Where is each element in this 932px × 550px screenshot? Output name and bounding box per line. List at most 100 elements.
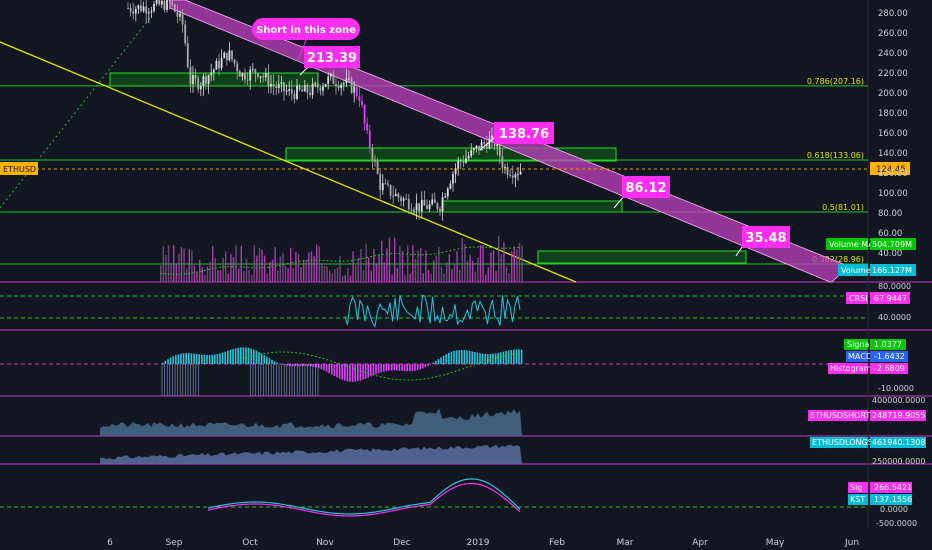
macd-bar — [276, 362, 278, 364]
candle-body — [459, 160, 462, 162]
macd-bar — [299, 364, 302, 367]
volume-bar — [292, 268, 294, 282]
macd-bar — [494, 353, 497, 364]
candle-body — [251, 69, 254, 71]
volume-bar — [404, 274, 406, 282]
candle-body — [452, 174, 454, 184]
volume-value-tag — [870, 264, 916, 276]
candle-body — [314, 83, 317, 85]
volume-bar — [453, 263, 456, 282]
macd-bar — [208, 355, 211, 364]
candle-body — [257, 73, 259, 77]
volume-bar — [464, 244, 466, 282]
crsi-tag — [846, 292, 868, 304]
macd-bar — [513, 349, 515, 364]
candle-body — [298, 85, 301, 90]
volume-bar — [290, 247, 292, 282]
macd-bar — [328, 364, 330, 374]
candle-body — [160, 0, 163, 5]
candle-body — [179, 13, 181, 17]
volume-bar — [401, 250, 404, 282]
macd-bar — [351, 364, 354, 382]
volume-bar — [355, 265, 357, 282]
volume-bar — [300, 267, 302, 282]
volume-bar — [485, 274, 487, 282]
volume-bar — [196, 272, 198, 282]
volume-bar — [474, 271, 476, 282]
candle-body — [475, 145, 478, 149]
macd-bar — [463, 350, 466, 364]
macd-bar — [403, 364, 406, 372]
candles — [127, 0, 522, 221]
macd-bar — [476, 352, 479, 364]
fib-label-4: 0.382(28.96) — [812, 255, 864, 264]
macd-bar — [448, 352, 450, 364]
crsi-tick-40: 40.0000 — [878, 313, 911, 322]
macd-bar — [260, 353, 263, 364]
price-tick: 160.00 — [878, 129, 908, 139]
macd-bar — [172, 356, 174, 364]
longs-area — [100, 444, 522, 464]
candle-body — [472, 148, 475, 151]
volume-bar — [287, 268, 289, 282]
candle-body — [137, 5, 140, 9]
candle-body — [402, 198, 405, 201]
volume-bar — [344, 275, 346, 282]
price-tick: 140.00 — [878, 149, 908, 159]
volume-bar — [258, 247, 261, 282]
callout-3: 86.12 — [613, 176, 670, 209]
candle-body — [303, 85, 306, 92]
volume-bar — [373, 248, 375, 282]
volume-bar — [212, 246, 214, 282]
volume-bar — [240, 245, 242, 282]
candle-body — [189, 67, 192, 85]
volume-bar — [508, 272, 510, 282]
macd-bar — [396, 364, 398, 371]
candle-body — [207, 75, 210, 84]
candle-body — [358, 96, 361, 102]
candle-body — [288, 89, 291, 91]
x-tick: May — [766, 538, 785, 548]
candle-body — [345, 78, 348, 84]
candle-body — [342, 83, 345, 85]
volume-bar — [472, 260, 474, 282]
macd-bar — [510, 349, 512, 364]
histogram-label: Histogram — [830, 364, 872, 373]
volume-bar — [326, 266, 328, 282]
volume-bar — [370, 270, 372, 282]
candle-body — [329, 73, 332, 77]
volume-bar — [204, 275, 206, 282]
macd-bar — [383, 364, 385, 372]
volume-bar — [362, 270, 365, 282]
macd-histogram — [161, 347, 523, 396]
macd-bar — [370, 364, 372, 377]
volume-bar — [284, 265, 287, 282]
candle-body — [171, 1, 174, 5]
volume-bar — [399, 245, 401, 282]
volume-bar — [256, 255, 258, 282]
macd-bar — [325, 364, 328, 372]
x-tick: 2019 — [467, 538, 490, 548]
candle-body — [418, 203, 421, 212]
macd-bar — [357, 364, 359, 382]
volume-bar — [420, 248, 422, 282]
macd-bar — [385, 364, 388, 372]
kst-tick-500: -500.0000 — [876, 519, 917, 528]
signal-value: 1.0377 — [874, 340, 902, 349]
candle-body — [296, 85, 298, 99]
macd-bar — [466, 350, 468, 364]
candle-body — [335, 83, 337, 87]
volume-bar — [188, 249, 190, 282]
volume-bar — [518, 242, 521, 282]
macd-bar — [354, 364, 356, 382]
kst-value: 137.1556 — [874, 495, 912, 504]
price-tick: 60.00 — [878, 229, 902, 239]
candle-body — [324, 84, 327, 87]
volume-bar — [308, 252, 310, 282]
macd-bar — [214, 354, 216, 364]
volume-bar — [422, 273, 424, 282]
candle-body — [319, 87, 322, 91]
candle-body — [504, 167, 506, 169]
callout-1: 213.39 — [299, 46, 360, 76]
